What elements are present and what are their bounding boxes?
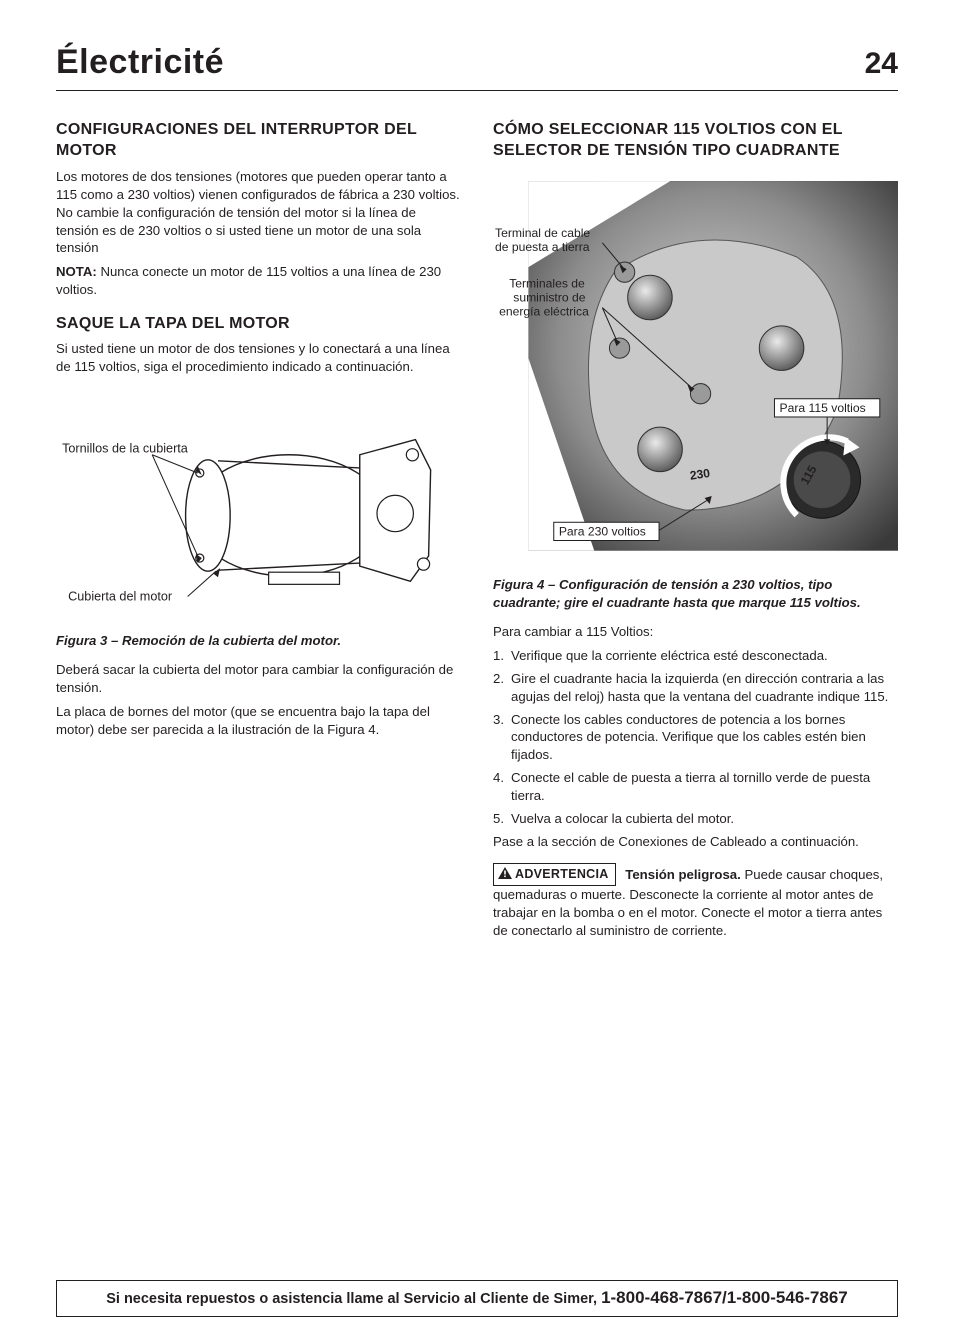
para-115-intro: Para cambiar a 115 Voltios: — [493, 623, 898, 641]
fig4-label-ground-2: de puesta a tierra — [495, 240, 590, 254]
figure-4-caption: Figura 4 – Configuración de tensión a 23… — [493, 576, 898, 612]
para-config: Los motores de dos tensiones (motores qu… — [56, 168, 461, 257]
step-text: Gire el cuadrante hacia la izquierda (en… — [511, 670, 898, 706]
steps-list: 1.Verifique que la corriente eléctrica e… — [493, 647, 898, 827]
warning-badge: ADVERTENCIA — [493, 863, 616, 886]
content-columns: CONFIGURACIONES DEL INTERRUPTOR DEL MOTO… — [56, 119, 898, 940]
figure-4-svg: 230 115 Para 115 voltios Para 230 voltio… — [493, 176, 898, 561]
heading-select: CÓMO SELECCIONAR 115 VOLTIOS CON EL SELE… — [493, 119, 898, 162]
step-item: 5.Vuelva a colocar la cubierta del motor… — [493, 810, 898, 828]
step-text: Vuelva a colocar la cubierta del motor. — [511, 810, 734, 828]
step-item: 1.Verifique que la corriente eléctrica e… — [493, 647, 898, 665]
heading-remove: SAQUE LA TAPA DEL MOTOR — [56, 313, 461, 335]
figure-3-svg: Tornillos de la cubierta Cubierta del mo… — [56, 394, 461, 617]
page-header: Électricité 24 — [56, 40, 898, 91]
fig4-label-power-2: suministro de — [513, 291, 585, 305]
para-after-2: La placa de bornes del motor (que se enc… — [56, 703, 461, 739]
step-text: Conecte el cable de puesta a tierra al t… — [511, 769, 898, 805]
fig4-label-power-1: Terminales de — [509, 276, 585, 290]
para-115-outro: Pase a la sección de Conexiones de Cable… — [493, 833, 898, 851]
left-column: CONFIGURACIONES DEL INTERRUPTOR DEL MOTO… — [56, 119, 461, 940]
warning-bold: Tensión peligrosa. — [625, 867, 741, 882]
footer-text: Si necesita repuestos o asistencia llame… — [106, 1291, 601, 1307]
fig4-label-230: Para 230 voltios — [559, 525, 646, 539]
fig3-label-cover: Cubierta del motor — [68, 590, 172, 604]
page-number: 24 — [865, 44, 898, 85]
heading-config: CONFIGURACIONES DEL INTERRUPTOR DEL MOTO… — [56, 119, 461, 162]
fig3-label-screws: Tornillos de la cubierta — [62, 442, 189, 456]
fig4-label-power-3: energía eléctrica — [499, 305, 589, 319]
para-after-1: Deberá sacar la cubierta del motor para … — [56, 661, 461, 697]
figure-3-caption: Figura 3 – Remoción de la cubierta del m… — [56, 632, 461, 650]
step-text: Verifique que la corriente eléctrica est… — [511, 647, 828, 665]
para-remove: Si usted tiene un motor de dos tensiones… — [56, 340, 461, 376]
step-item: 2.Gire el cuadrante hacia la izquierda (… — [493, 670, 898, 706]
page-footer: Si necesita repuestos o asistencia llame… — [56, 1280, 898, 1317]
page-title: Électricité — [56, 40, 224, 86]
note-label: NOTA: — [56, 264, 97, 279]
right-column: CÓMO SELECCIONAR 115 VOLTIOS CON EL SELE… — [493, 119, 898, 940]
note-text: Nunca conecte un motor de 115 voltios a … — [56, 264, 441, 297]
step-item: 4.Conecte el cable de puesta a tierra al… — [493, 769, 898, 805]
warning-label: ADVERTENCIA — [515, 867, 609, 881]
figure-4: 230 115 Para 115 voltios Para 230 voltio… — [493, 176, 898, 566]
figure-3: Tornillos de la cubierta Cubierta del mo… — [56, 394, 461, 622]
fig4-embossed-230: 230 — [689, 466, 711, 483]
warning-icon — [498, 867, 512, 879]
fig4-label-ground-1: Terminal de cable — [495, 226, 590, 240]
step-item: 3.Conecte los cables conductores de pote… — [493, 711, 898, 764]
footer-phones: 1-800-468-7867/1-800-546-7867 — [601, 1288, 848, 1307]
warning-block: ADVERTENCIA Tensión peligrosa. Puede cau… — [493, 863, 898, 939]
step-text: Conecte los cables conductores de potenc… — [511, 711, 898, 764]
fig4-label-115: Para 115 voltios — [780, 401, 866, 415]
para-note: NOTA: Nunca conecte un motor de 115 volt… — [56, 263, 461, 299]
